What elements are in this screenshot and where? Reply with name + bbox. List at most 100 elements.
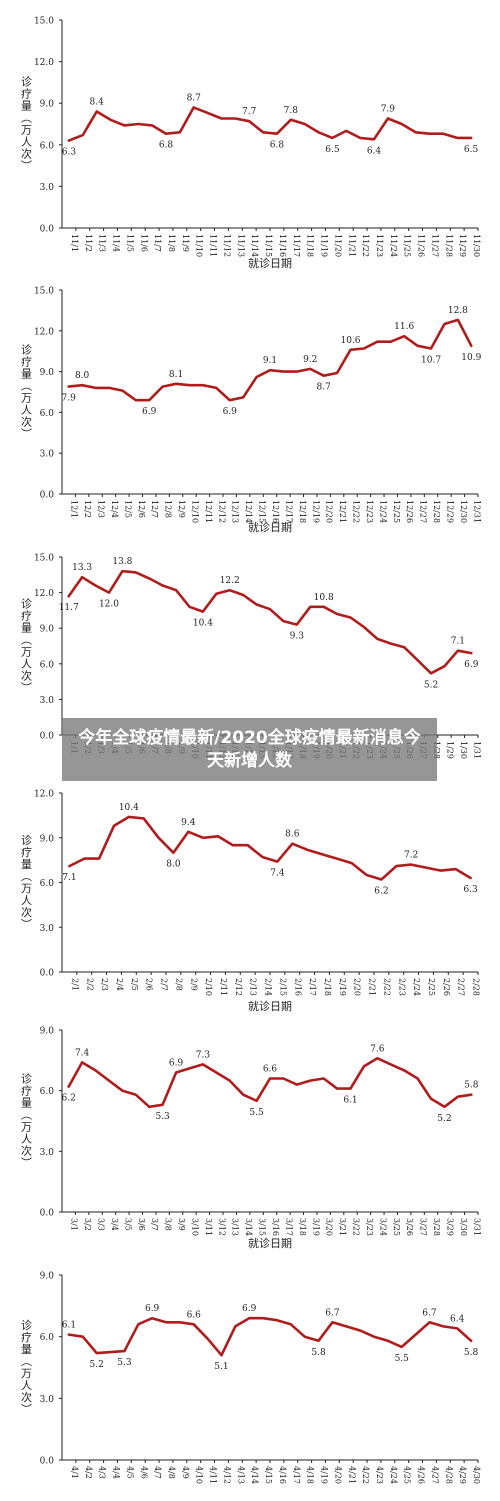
y-tick-label: 12.0 bbox=[34, 58, 54, 68]
x-tick-label: 3/26 bbox=[405, 1218, 414, 1236]
x-tick-label: 2/5 bbox=[130, 978, 139, 991]
x-tick-label: 11/25 bbox=[403, 234, 412, 257]
data-label: 10.7 bbox=[421, 355, 441, 365]
data-label: 10.6 bbox=[340, 336, 360, 346]
x-tick-label: 11/17 bbox=[292, 234, 301, 257]
x-tick-label: 3/5 bbox=[123, 1218, 132, 1231]
data-label: 11.6 bbox=[394, 322, 414, 332]
data-label: 6.2 bbox=[62, 1094, 76, 1104]
x-tick-label: 4/17 bbox=[292, 1466, 301, 1484]
data-label: 5.2 bbox=[437, 1114, 451, 1124]
data-label: 7.1 bbox=[451, 637, 465, 647]
x-tick-label: 11/2 bbox=[84, 234, 93, 252]
data-label: 5.2 bbox=[424, 680, 438, 690]
x-tick-label: 3/1 bbox=[70, 1218, 79, 1231]
data-label: 5.5 bbox=[249, 1108, 264, 1118]
x-tick-label: 3/3 bbox=[97, 1218, 106, 1231]
x-tick-label: 3/29 bbox=[445, 1218, 454, 1236]
data-label: 7.4 bbox=[270, 869, 285, 879]
x-tick-label: 12/30 bbox=[459, 500, 468, 523]
x-tick-label: 2/3 bbox=[100, 978, 109, 991]
x-tick-label: 11/30 bbox=[472, 234, 481, 257]
x-tick-label: 12/24 bbox=[378, 500, 387, 523]
x-tick-label: 3/30 bbox=[459, 1218, 468, 1236]
data-label: 6.3 bbox=[463, 885, 478, 895]
x-tick-label: 12/4 bbox=[110, 500, 119, 518]
x-tick-label: 3/24 bbox=[378, 1218, 387, 1236]
data-label: 8.6 bbox=[285, 830, 300, 840]
x-tick-label: 2/7 bbox=[160, 978, 169, 991]
data-label: 6.7 bbox=[422, 1308, 437, 1318]
data-label: 6.9 bbox=[242, 1304, 257, 1314]
x-tick-label: 11/21 bbox=[347, 234, 356, 257]
y-tick-label: 3.0 bbox=[40, 450, 55, 460]
x-tick-label: 4/7 bbox=[153, 1466, 162, 1479]
x-tick-label: 3/28 bbox=[432, 1218, 441, 1236]
series-line bbox=[67, 318, 473, 402]
x-tick-label: 12/11 bbox=[204, 500, 213, 523]
x-tick-label: 4/12 bbox=[222, 1466, 231, 1484]
x-tick-label: 12/20 bbox=[325, 500, 334, 523]
data-label: 13.8 bbox=[112, 557, 132, 567]
data-label: 7.4 bbox=[75, 1048, 90, 1058]
y-tick-label: 15.0 bbox=[34, 554, 54, 564]
y-tick-label: 6.0 bbox=[40, 660, 55, 670]
x-tick-label: 2/19 bbox=[338, 978, 347, 996]
x-tick-label: 4/24 bbox=[389, 1466, 398, 1484]
x-tick-label: 12/15 bbox=[258, 500, 267, 523]
y-tick-label: 15.0 bbox=[34, 17, 54, 27]
x-tick-label: 2/22 bbox=[382, 978, 391, 996]
x-tick-label: 3/19 bbox=[311, 1218, 320, 1236]
y-tick-label: 6.0 bbox=[40, 879, 55, 889]
y-tick-label: 15.0 bbox=[34, 287, 54, 297]
title-overlay-banner: 今年全球疫情最新/2020全球疫情最新消息今天新增人数 bbox=[62, 718, 437, 781]
x-tick-label: 11/9 bbox=[181, 234, 190, 252]
x-tick-label: 3/16 bbox=[271, 1218, 280, 1236]
data-label: 5.8 bbox=[464, 1081, 479, 1091]
data-label: 5.3 bbox=[117, 1358, 132, 1368]
x-tick-label: 12/3 bbox=[97, 500, 106, 518]
x-tick-label: 12/7 bbox=[150, 500, 159, 518]
data-label: 6.8 bbox=[270, 141, 285, 151]
data-label: 13.3 bbox=[72, 563, 92, 573]
data-label: 6.2 bbox=[374, 887, 388, 897]
data-label: 6.8 bbox=[159, 141, 174, 151]
x-tick-label: 11/28 bbox=[444, 234, 453, 257]
x-tick-label: 12/22 bbox=[352, 500, 361, 523]
y-tick-label: 12.0 bbox=[34, 790, 54, 800]
x-tick-label: 2/2 bbox=[85, 978, 94, 991]
x-tick-label: 4/15 bbox=[264, 1466, 273, 1484]
x-tick-label: 11/29 bbox=[458, 234, 467, 257]
x-tick-label: 2/8 bbox=[174, 978, 183, 991]
data-label: 6.9 bbox=[169, 1058, 184, 1068]
x-tick-label: 4/2 bbox=[84, 1466, 93, 1479]
y-tick-label: 9.0 bbox=[40, 834, 55, 844]
x-tick-label: 11/19 bbox=[320, 234, 329, 257]
data-label: 10.4 bbox=[193, 619, 213, 629]
x-tick-label: 2/28 bbox=[472, 978, 481, 996]
x-tick-label: 2/21 bbox=[368, 978, 377, 996]
y-tick-label: 0.0 bbox=[40, 969, 55, 979]
x-axis-label: 就诊日期 bbox=[248, 1236, 292, 1250]
x-tick-label: 2/24 bbox=[412, 978, 421, 996]
data-label: 7.3 bbox=[196, 1050, 211, 1060]
data-label: 11.7 bbox=[59, 603, 79, 613]
x-tick-label: 2/16 bbox=[293, 978, 302, 996]
data-label: 9.2 bbox=[303, 355, 317, 365]
data-label: 6.6 bbox=[263, 1065, 278, 1075]
x-tick-label: 4/8 bbox=[167, 1466, 176, 1479]
data-label: 10.9 bbox=[461, 353, 481, 363]
x-tick-label: 2/18 bbox=[323, 978, 332, 996]
x-tick-label: 2/27 bbox=[457, 978, 466, 996]
data-label: 12.0 bbox=[99, 600, 119, 610]
data-label: 8.4 bbox=[90, 98, 105, 108]
y-tick-label: 12.0 bbox=[34, 589, 54, 599]
y-axis-label: 诊疗量（万人次） bbox=[20, 597, 33, 694]
x-tick-label: 12/23 bbox=[365, 500, 374, 523]
y-tick-label: 9.0 bbox=[40, 100, 55, 110]
data-label: 7.8 bbox=[284, 106, 299, 116]
y-tick-label: 9.0 bbox=[40, 368, 55, 378]
x-tick-label: 12/29 bbox=[445, 500, 454, 523]
data-label: 5.1 bbox=[214, 1362, 228, 1372]
y-tick-label: 0.0 bbox=[40, 1457, 55, 1467]
